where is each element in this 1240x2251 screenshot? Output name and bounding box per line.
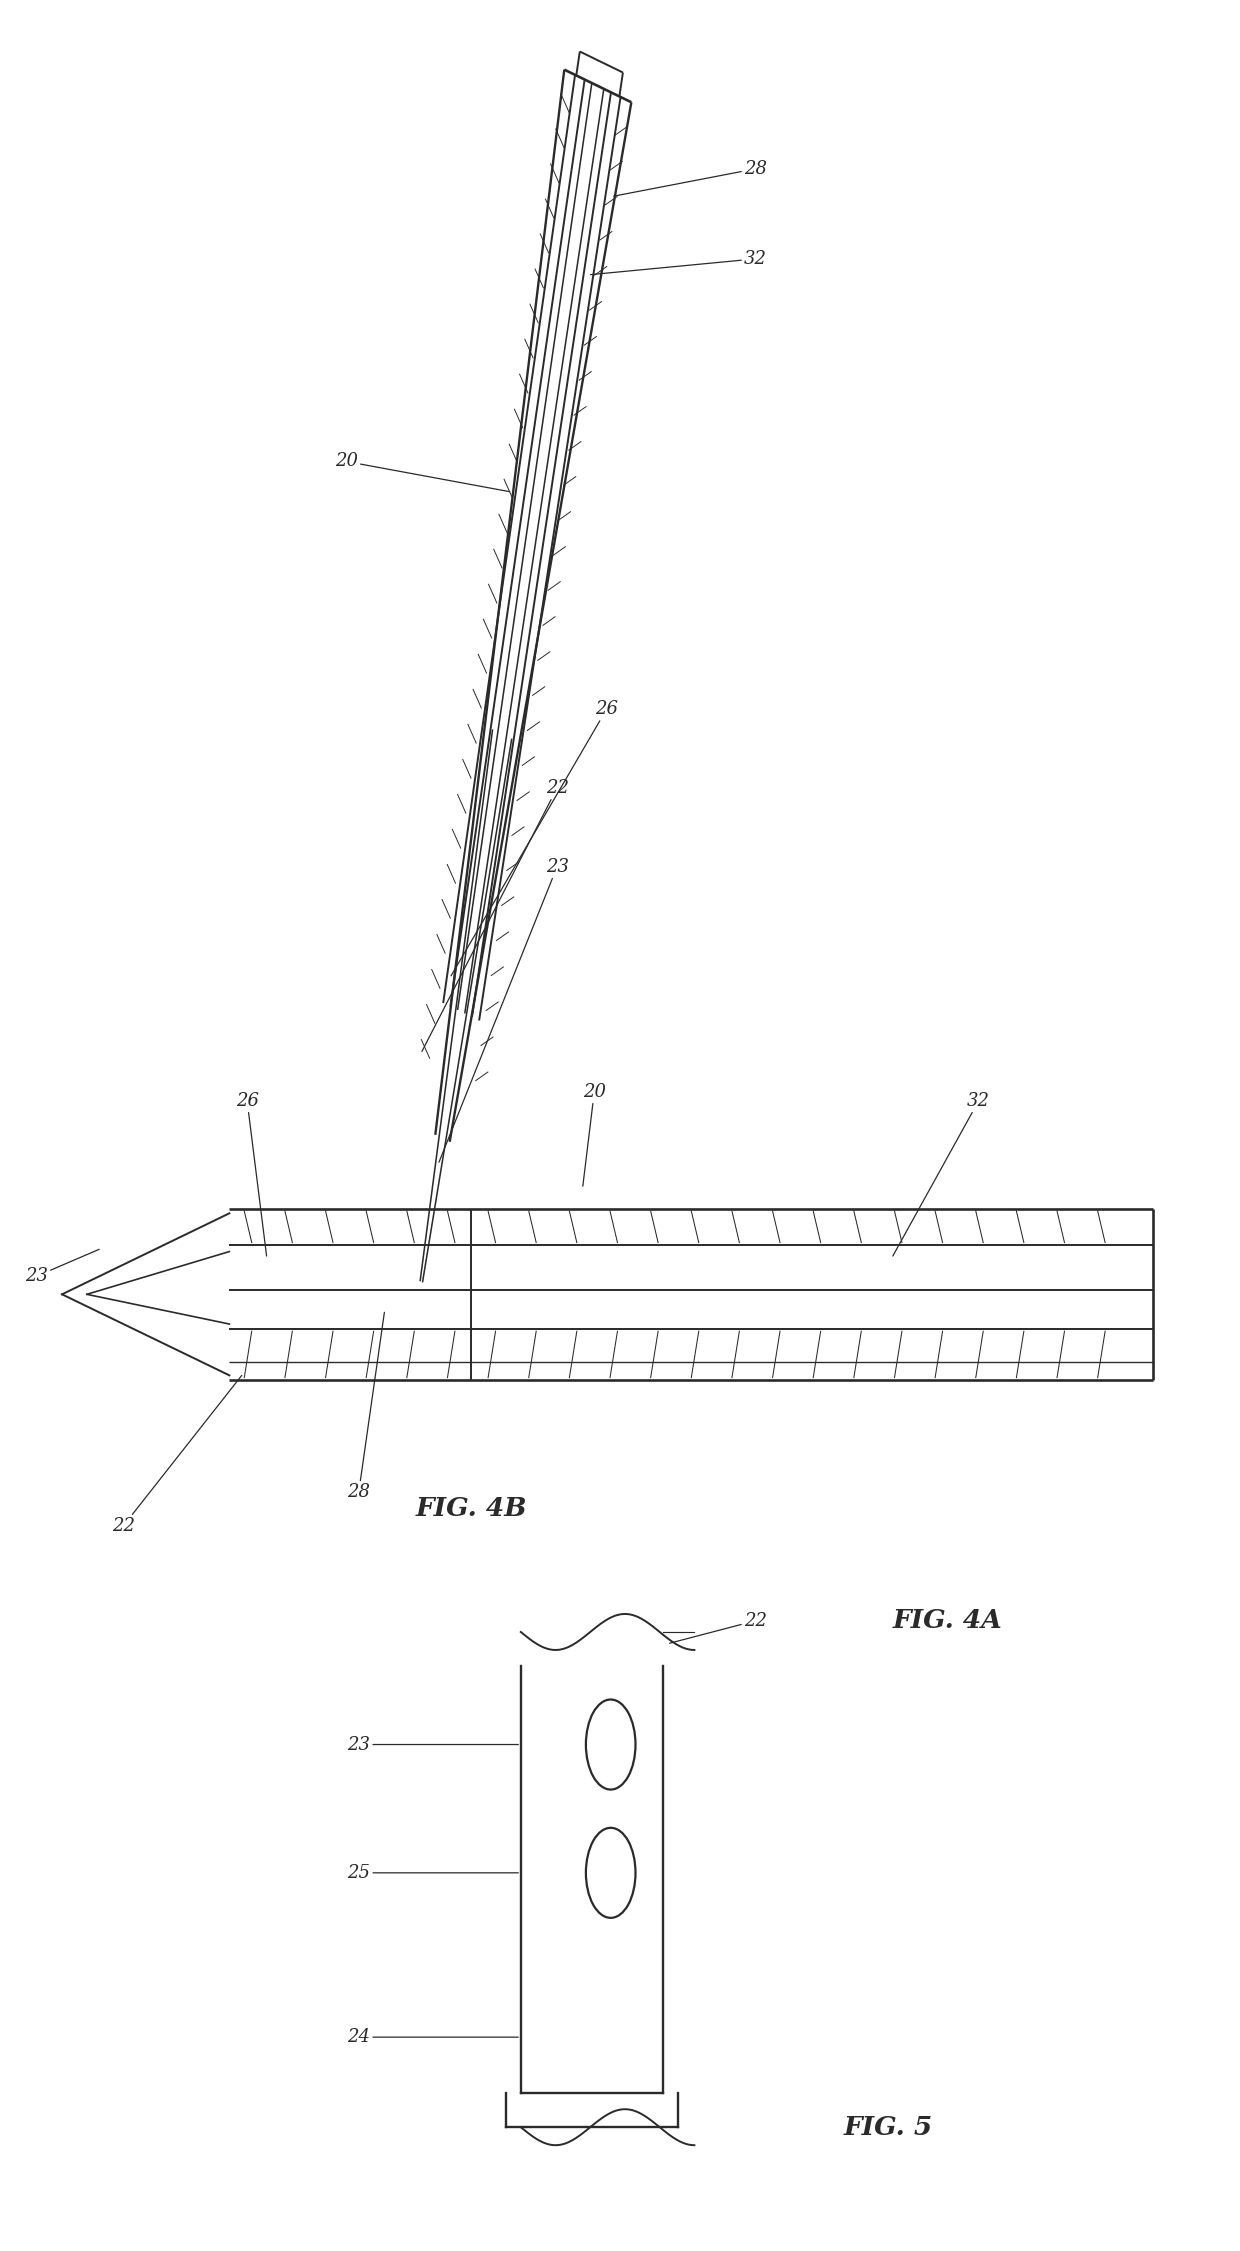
Text: FIG. 4A: FIG. 4A xyxy=(893,1607,1003,1634)
Text: 26: 26 xyxy=(236,1092,267,1256)
Text: 23: 23 xyxy=(25,1249,99,1285)
Text: 28: 28 xyxy=(347,1312,384,1501)
Text: 25: 25 xyxy=(347,1864,518,1882)
Text: 22: 22 xyxy=(422,779,569,1051)
Text: 23: 23 xyxy=(439,858,569,1162)
Text: 22: 22 xyxy=(112,1375,242,1535)
Text: 22: 22 xyxy=(670,1612,768,1643)
Text: FIG. 4B: FIG. 4B xyxy=(415,1495,527,1522)
Text: 20: 20 xyxy=(583,1083,606,1186)
Text: 20: 20 xyxy=(335,452,510,491)
Text: 24: 24 xyxy=(347,2028,518,2046)
Text: FIG. 5: FIG. 5 xyxy=(843,2114,932,2141)
Text: 32: 32 xyxy=(893,1092,991,1256)
Text: 26: 26 xyxy=(451,700,619,977)
Text: 23: 23 xyxy=(347,1736,518,1754)
Text: 28: 28 xyxy=(614,160,768,196)
Text: 32: 32 xyxy=(590,250,768,275)
